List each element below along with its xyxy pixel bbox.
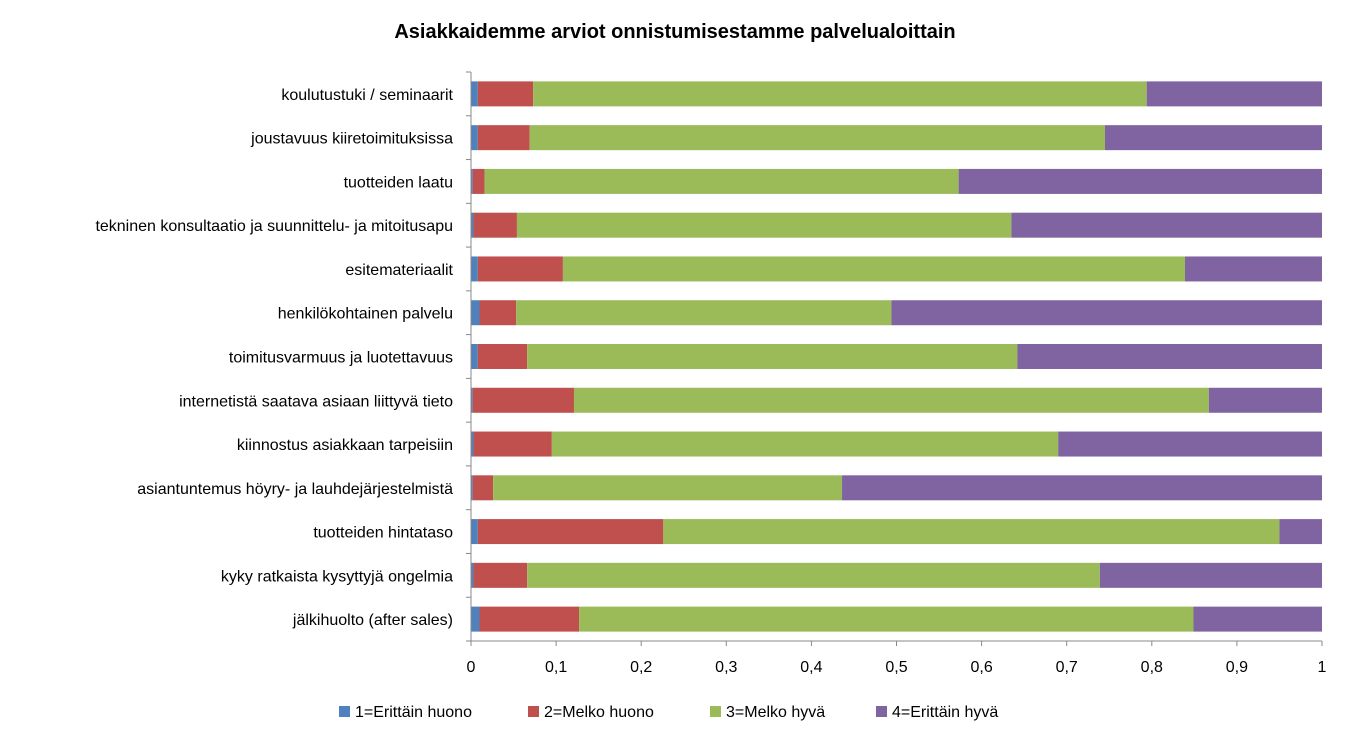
bar-segment-s4-row8: [1208, 387, 1322, 413]
bar-segment-s3-row8: [573, 387, 1209, 413]
legend: 1=Erittäin huono 2=Melko huono 3=Melko hyv…: [339, 704, 998, 721]
bar-segment-s3-row11: [663, 519, 1280, 545]
bar-segment-s2-row10: [472, 475, 494, 501]
bar-segment-s1-row3: [471, 168, 473, 194]
bar-segment-s3-row5: [562, 256, 1185, 282]
bar-segment-s1-row2: [471, 125, 478, 151]
x-tick-label: 0,4: [800, 659, 822, 676]
bar-segment-s2-row8: [472, 387, 574, 413]
legend-label: 4=Erittäin hyvä: [892, 704, 998, 721]
legend-label: 1=Erittäin huono: [355, 704, 472, 721]
bar-segment-s4-row10: [842, 475, 1322, 501]
bar-segment-s4-row11: [1279, 519, 1322, 545]
bar-segment-s4-row2: [1105, 125, 1322, 151]
bar-segment-s4-row5: [1184, 256, 1322, 282]
x-tick-label: 0,2: [630, 659, 652, 676]
x-tick-label: 0,8: [1141, 659, 1163, 676]
bar-segment-s1-row8: [471, 387, 473, 413]
category-label: henkilökohtainen palvelu: [278, 306, 453, 323]
bar-segment-s1-row12: [471, 562, 474, 588]
x-tick-label: 0,6: [970, 659, 992, 676]
bar-segment-s2-row11: [477, 519, 664, 545]
bar-segment-s1-row7: [471, 344, 478, 369]
bar-segment-s4-row13: [1193, 606, 1322, 632]
category-label: esitemateriaalit: [345, 262, 453, 279]
x-tick-label: 0: [467, 659, 476, 676]
category-label: internetistä saatava asiaan liittyvä tie…: [179, 393, 453, 410]
bar-segment-s2-row2: [477, 125, 530, 151]
legend-label: 2=Melko huono: [544, 704, 654, 721]
bar-segment-s4-row9: [1058, 431, 1322, 457]
category-label: tuotteiden hintataso: [313, 525, 453, 542]
category-label: koulutustuki / seminaarit: [281, 87, 453, 104]
legend-swatch: [528, 706, 539, 717]
bar-segment-s3-row2: [529, 125, 1105, 151]
legend-label: 3=Melko hyvä: [726, 704, 825, 721]
bar-segment-s3-row9: [551, 431, 1059, 457]
bar-segment-s4-row3: [958, 168, 1322, 194]
bar-segment-s2-row4: [473, 212, 517, 238]
axes-group: [466, 71, 1323, 646]
bar-segment-s3-row12: [527, 562, 1100, 588]
legend-swatch: [876, 706, 887, 717]
bar-segment-s3-row6: [516, 300, 892, 326]
bar-segment-s2-row6: [479, 300, 517, 326]
x-tick-label: 0,1: [545, 659, 567, 676]
category-label: kyky ratkaista kysyttyjä ongelmia: [221, 568, 453, 585]
bar-segment-s4-row12: [1099, 562, 1322, 588]
bar-segment-s4-row1: [1146, 81, 1322, 107]
bar-segment-s1-row10: [471, 475, 473, 501]
bar-segment-s3-row4: [516, 212, 1012, 238]
bar-segment-s2-row3: [472, 168, 485, 194]
bar-segment-s2-row13: [479, 606, 580, 632]
bar-segment-s1-row4: [471, 212, 474, 238]
bar-segment-s2-row12: [473, 562, 528, 588]
bar-segment-s2-row5: [477, 256, 563, 282]
category-label: kiinnostus asiakkaan tarpeisiin: [237, 437, 453, 454]
category-label: tuotteiden laatu: [344, 174, 453, 191]
bar-segment-s1-row5: [471, 256, 478, 282]
bar-segment-s4-row4: [1011, 212, 1322, 238]
category-label: tekninen konsultaatio ja suunnittelu- ja…: [95, 218, 453, 235]
bar-segment-s1-row6: [471, 300, 480, 326]
x-tick-labels-group: 0 0,1 0,2 0,3 0,4 0,5 0,6 0,7 0,8 0,9 1: [467, 659, 1327, 676]
bar-segment-s3-row13: [579, 606, 1194, 632]
x-tick-label: 0,9: [1226, 659, 1248, 676]
bar-segment-s2-row9: [473, 431, 552, 457]
bar-segment-s3-row1: [533, 81, 1147, 107]
x-tick-label: 0,3: [715, 659, 737, 676]
bar-segment-s3-row7: [527, 344, 1018, 369]
bar-segment-s4-row6: [891, 300, 1322, 326]
category-labels-group: koulutustuki / seminaarit joustavuus kiir…: [95, 87, 453, 629]
chart-title: Asiakkaidemme arviot onnistumisestamme p…: [394, 21, 955, 43]
category-label: toimitusvarmuus ja luotettavuus: [229, 350, 453, 367]
legend-swatch: [710, 706, 721, 717]
bar-segment-s1-row9: [471, 431, 474, 457]
bar-segment-s1-row11: [471, 519, 478, 545]
x-tick-label: 1: [1318, 659, 1327, 676]
bar-segment-s3-row3: [484, 168, 959, 194]
bar-segment-s1-row13: [471, 606, 480, 632]
category-label: joustavuus kiiretoimituksissa: [250, 131, 453, 148]
bar-segment-s3-row10: [493, 475, 843, 501]
bars-group: [471, 81, 1322, 632]
legend-swatch: [339, 706, 350, 717]
category-label: asiantuntemus höyry- ja lauhdejärjestelm…: [137, 481, 453, 498]
bar-segment-s1-row1: [471, 81, 478, 107]
bar-segment-s2-row7: [477, 344, 528, 369]
x-tick-label: 0,5: [885, 659, 907, 676]
category-label: jälkihuolto (after sales): [292, 612, 453, 629]
bar-segment-s4-row7: [1017, 344, 1322, 369]
bar-segment-s2-row1: [477, 81, 534, 107]
x-tick-label: 0,7: [1056, 659, 1078, 676]
